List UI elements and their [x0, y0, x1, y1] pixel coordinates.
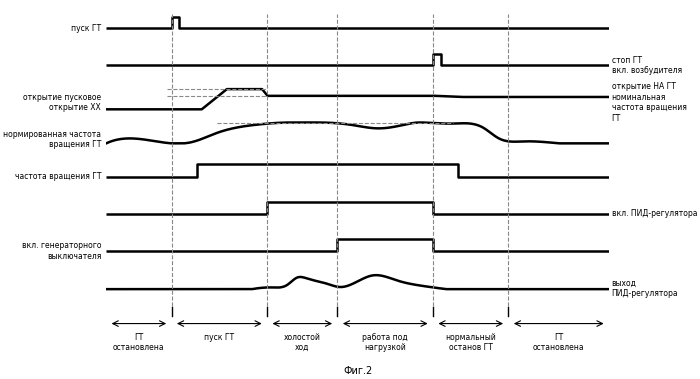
Text: открытие НА ГТ
номинальная
частота вращения
ГТ: открытие НА ГТ номинальная частота враще…: [612, 83, 687, 123]
Text: частота вращения ГТ: частота вращения ГТ: [15, 172, 101, 181]
Text: пуск ГТ: пуск ГТ: [204, 333, 234, 342]
Text: вкл. ПИД-регулятора: вкл. ПИД-регулятора: [612, 209, 697, 218]
Text: пуск ГТ: пуск ГТ: [71, 24, 102, 33]
Text: Фиг.2: Фиг.2: [343, 366, 372, 376]
Text: ГТ
остановлена: ГТ остановлена: [533, 333, 584, 352]
Text: выход
ПИД-регулятора: выход ПИД-регулятора: [612, 279, 678, 298]
Text: холостой
ход: холостой ход: [284, 333, 321, 352]
Text: вкл. генераторного
выключателя: вкл. генераторного выключателя: [22, 241, 102, 261]
Text: ГТ
остановлена: ГТ остановлена: [113, 333, 164, 352]
Text: работа под
нагрузкой: работа под нагрузкой: [363, 333, 408, 352]
Text: нормальный
останов ГТ: нормальный останов ГТ: [445, 333, 496, 352]
Text: открытие пусковое
открытие ХХ: открытие пусковое открытие ХХ: [23, 93, 102, 112]
Text: нормированная частота
вращения ГТ: нормированная частота вращения ГТ: [4, 130, 101, 149]
Text: стоп ГТ
вкл. возбудителя: стоп ГТ вкл. возбудителя: [612, 56, 682, 75]
